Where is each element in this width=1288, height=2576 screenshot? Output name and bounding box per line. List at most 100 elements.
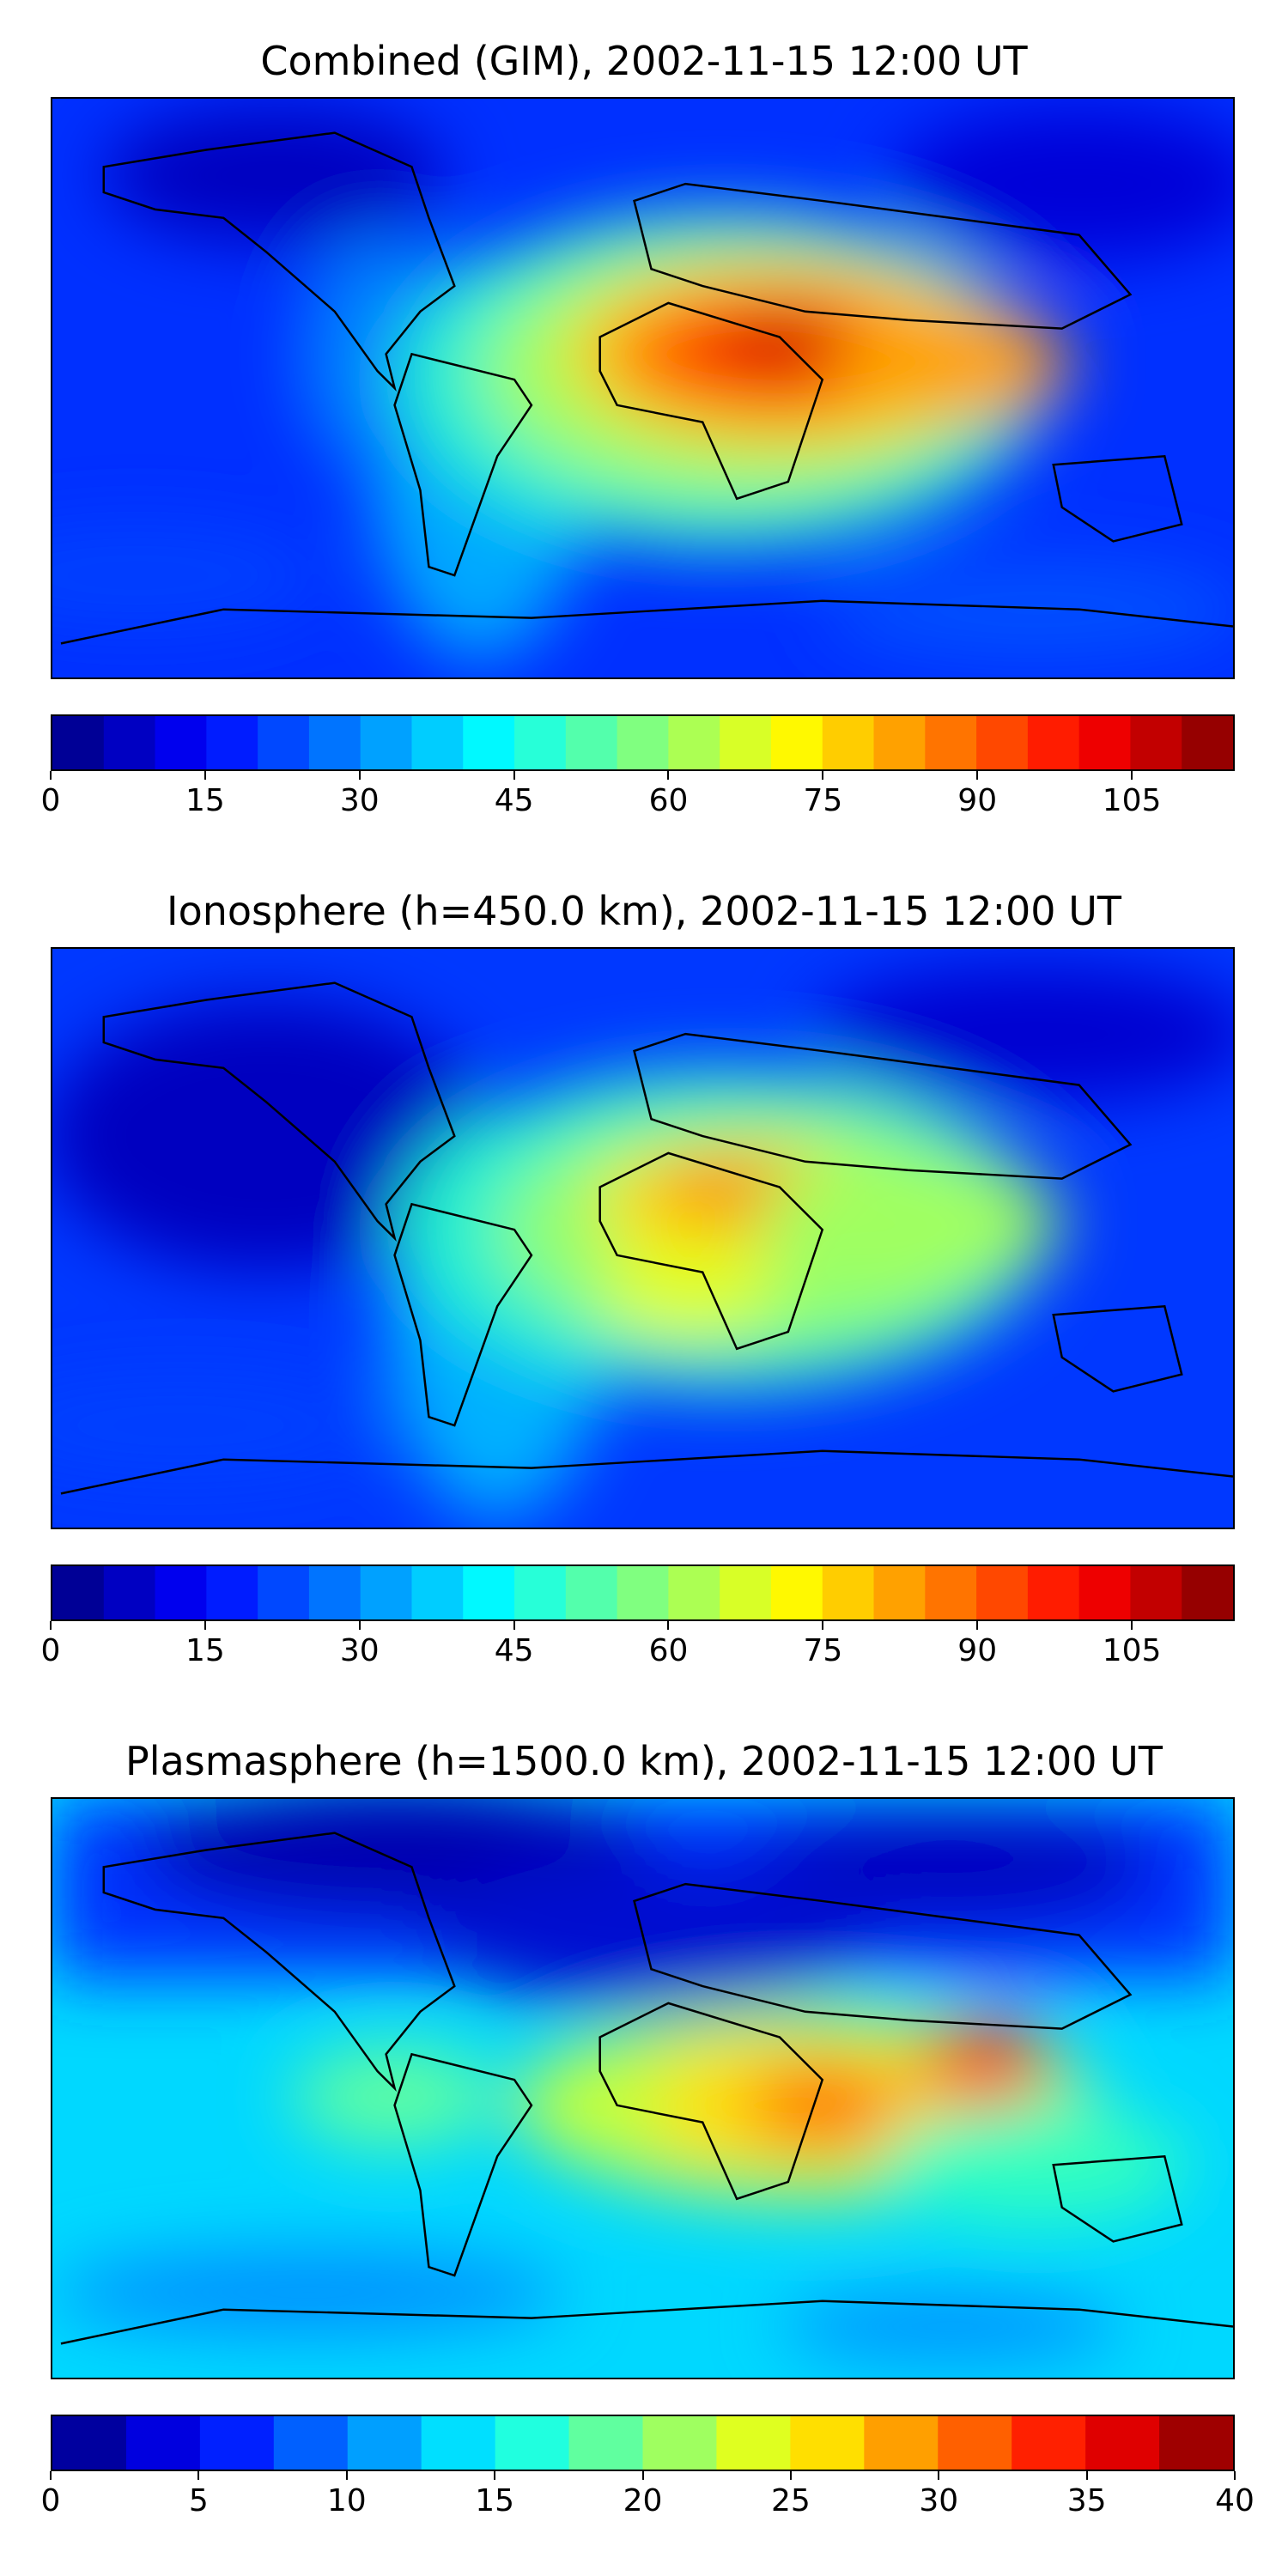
colorbar-segment (1012, 2416, 1086, 2470)
colorbar-segment (421, 2416, 496, 2470)
colorbar-ticks-ionosphere: 0 15 30 45 60 75 90 105 (41, 1621, 1235, 1673)
colorbar-segment (617, 716, 669, 769)
colorbar-segment (52, 2416, 127, 2470)
colorbar-segment (206, 716, 258, 769)
colorbar-segment (925, 716, 977, 769)
colorbar-segment (770, 716, 823, 769)
colorbar-segment (1130, 1566, 1182, 1619)
colorbar-tick-label: 105 (1102, 1633, 1162, 1668)
colorbar-segment (925, 1566, 977, 1619)
map-plasmasphere (51, 1797, 1235, 2379)
colorbar-segment (1027, 1566, 1080, 1619)
colorbar-segment (308, 1566, 361, 1619)
colorbar-segment (463, 716, 515, 769)
colorbar-ionosphere (51, 1564, 1235, 1621)
colorbar-tick (938, 2471, 940, 2480)
colorbar-segment (720, 1566, 772, 1619)
colorbar-tick (976, 771, 979, 780)
colorbar-tick (50, 771, 52, 780)
colorbar-segment (565, 1566, 618, 1619)
colorbar-segment (822, 716, 875, 769)
colorbar-tick-label: 40 (1215, 2483, 1255, 2518)
colorbar-segment (1085, 2416, 1160, 2470)
colorbar-combined (51, 714, 1235, 771)
tec-map-plasmasphere (52, 1799, 1233, 2378)
colorbar-tick-label: 0 (40, 783, 61, 818)
colorbar-tick (50, 2471, 52, 2480)
colorbar-tick (358, 1621, 361, 1630)
colorbar-tick (1131, 771, 1133, 780)
colorbar-tick (204, 1621, 206, 1630)
colorbar-tick-label: 20 (623, 2483, 663, 2518)
colorbar-segment (668, 716, 720, 769)
colorbar-tick (822, 1621, 824, 1630)
colorbar-segment (199, 2416, 275, 2470)
coastlines-plasmasphere (60, 1832, 1233, 2345)
colorbar-segment (1078, 1566, 1131, 1619)
colorbar-tick-label: 30 (339, 783, 380, 818)
colorbar-tick (1234, 2471, 1236, 2480)
colorbar-tick (197, 2471, 200, 2480)
colorbar-tick-label: 35 (1066, 2483, 1107, 2518)
colorbar-segment (514, 716, 567, 769)
colorbar-tick-label: 75 (803, 1633, 843, 1668)
colorbar-tick (513, 1621, 515, 1630)
colorbar-tick (1085, 2471, 1088, 2480)
colorbar-tick-label: 0 (40, 2483, 61, 2518)
colorbar-plasmasphere (51, 2415, 1235, 2471)
colorbar-tick (358, 771, 361, 780)
colorbar-segment (976, 1566, 1029, 1619)
colorbar-segment (514, 1566, 567, 1619)
colorbar-gradient-ionosphere (52, 1566, 1233, 1619)
colorbar-tick-label: 15 (185, 1633, 225, 1668)
colorbar-segment (668, 1566, 720, 1619)
colorbar-tick-label: 45 (494, 1633, 534, 1668)
colorbar-tick (789, 2471, 792, 2480)
colorbar-segment (103, 1566, 156, 1619)
colorbar-gradient-plasmasphere (52, 2416, 1233, 2470)
colorbar-segment (52, 716, 105, 769)
colorbar-gradient-combined (52, 716, 1233, 769)
colorbar-segment (258, 716, 310, 769)
colorbar-segment (155, 716, 207, 769)
colorbar-segment (125, 2416, 201, 2470)
colorbar-ticks-combined: 0 15 30 45 60 75 90 105 (41, 771, 1235, 823)
colorbar-segment (873, 1566, 926, 1619)
colorbar-segment (864, 2416, 939, 2470)
colorbar-segment (822, 1566, 875, 1619)
colorbar-segment (1078, 716, 1131, 769)
colorbar-tick (667, 1621, 670, 1630)
colorbar-segment (565, 716, 618, 769)
colorbar-segment (360, 716, 412, 769)
coastlines-combined (60, 131, 1233, 645)
colorbar-segment (716, 2416, 791, 2470)
colorbar-segment (411, 716, 464, 769)
colorbar-segment (790, 2416, 865, 2470)
colorbar-segment (411, 1566, 464, 1619)
colorbar-tick-label: 105 (1102, 783, 1162, 818)
colorbar-segment (1182, 716, 1233, 769)
colorbar-segment (873, 716, 926, 769)
colorbar-tick-label: 60 (648, 783, 689, 818)
colorbar-tick (822, 771, 824, 780)
colorbar-tick (667, 771, 670, 780)
panel-title-plasmasphere: Plasmasphere (h=1500.0 km), 2002-11-15 1… (125, 1738, 1163, 1784)
colorbar-tick (976, 1621, 979, 1630)
colorbar-tick-label: 90 (957, 783, 998, 818)
colorbar-tick-label: 25 (770, 2483, 811, 2518)
colorbar-segment (495, 2416, 570, 2470)
colorbar-segment (568, 2416, 643, 2470)
colorbar-segment (347, 2416, 422, 2470)
colorbar-tick-label: 5 (188, 2483, 209, 2518)
tec-map-ionosphere (52, 949, 1233, 1528)
tec-map-combined (52, 99, 1233, 677)
colorbar-segment (1182, 1566, 1233, 1619)
colorbar-segment (155, 1566, 207, 1619)
map-ionosphere (51, 947, 1235, 1529)
colorbar-tick (494, 2471, 496, 2480)
colorbar-segment (52, 1566, 105, 1619)
map-combined (51, 97, 1235, 679)
colorbar-segment (103, 716, 156, 769)
colorbar-tick (204, 771, 206, 780)
colorbar-tick-label: 10 (326, 2483, 367, 2518)
